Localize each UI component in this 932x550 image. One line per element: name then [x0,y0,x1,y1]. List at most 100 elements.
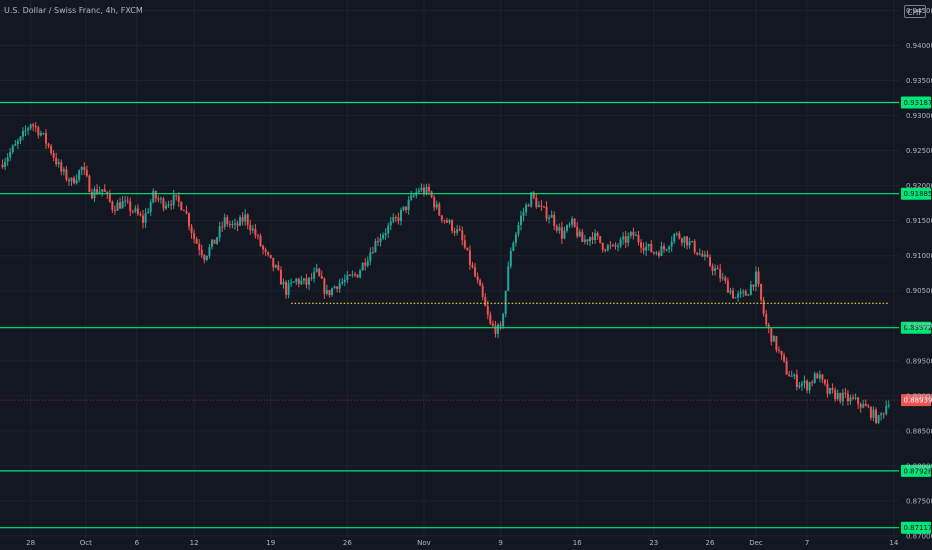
candle[interactable] [601,242,604,253]
candle[interactable] [645,241,648,256]
candle[interactable] [374,238,377,253]
candle[interactable] [563,226,566,240]
candle[interactable] [737,290,740,302]
candle[interactable] [162,196,165,212]
candle[interactable] [44,129,47,149]
candle[interactable] [292,281,295,283]
candle[interactable] [231,220,234,229]
candle[interactable] [665,248,668,252]
candle[interactable] [65,166,68,182]
candle[interactable] [147,208,150,214]
candle[interactable] [134,205,137,214]
candle[interactable] [540,200,543,211]
candle[interactable] [765,310,768,328]
candle[interactable] [634,231,637,237]
candle[interactable] [14,139,17,147]
candle[interactable] [144,208,147,228]
candle[interactable] [297,277,300,288]
candle[interactable] [754,266,757,292]
candle[interactable] [136,204,139,216]
candle[interactable] [359,268,362,279]
candle[interactable] [73,175,76,185]
candle[interactable] [632,227,635,240]
candle[interactable] [435,200,438,210]
candle[interactable] [655,251,658,256]
candle[interactable] [399,207,402,226]
candle[interactable] [859,402,862,413]
candle[interactable] [295,277,298,285]
candle[interactable] [594,229,597,244]
candle[interactable] [849,394,852,405]
candle[interactable] [226,215,229,227]
candle[interactable] [721,272,724,281]
candle[interactable] [422,184,425,197]
candle[interactable] [336,286,339,293]
candle[interactable] [83,162,86,175]
candle[interactable] [269,254,272,259]
candle[interactable] [829,387,832,395]
candle[interactable] [719,263,722,283]
candle[interactable] [32,122,35,132]
candle[interactable] [55,152,58,167]
candle[interactable] [451,219,454,234]
candle[interactable] [555,224,558,233]
candle[interactable] [841,388,844,406]
candle[interactable] [24,125,27,137]
candle[interactable] [262,244,265,255]
candle[interactable] [310,273,313,281]
candle[interactable] [852,394,855,400]
candle[interactable] [389,216,392,230]
candle[interactable] [203,254,206,264]
candle[interactable] [591,232,594,245]
candle[interactable] [864,399,867,407]
candle[interactable] [803,375,806,389]
candle[interactable] [193,229,196,244]
candle[interactable] [279,266,282,285]
candle[interactable] [673,233,676,245]
candle[interactable] [453,227,456,237]
candle[interactable] [410,190,413,201]
candle[interactable] [185,205,188,215]
candle[interactable] [785,357,788,376]
candle[interactable] [198,239,201,256]
candle[interactable] [875,407,878,425]
candle[interactable] [213,239,216,244]
candle[interactable] [195,236,198,245]
candle[interactable] [578,228,581,238]
candle[interactable] [70,177,73,186]
candle[interactable] [507,261,510,292]
candle[interactable] [818,370,821,383]
candle[interactable] [609,240,612,250]
candle[interactable] [315,263,318,273]
candle[interactable] [448,218,451,225]
candle[interactable] [34,121,37,133]
candle[interactable] [614,242,617,250]
candle[interactable] [216,236,219,246]
candle[interactable] [62,167,65,176]
candle[interactable] [696,252,699,256]
candle[interactable] [571,216,574,228]
candle[interactable] [663,242,666,253]
candle[interactable] [826,379,829,398]
candle[interactable] [343,274,346,287]
candles[interactable] [1,121,890,425]
candle[interactable] [596,231,599,240]
candle[interactable] [420,183,423,193]
candle[interactable] [320,270,323,279]
candle[interactable] [101,189,104,197]
candle[interactable] [816,372,819,379]
candle[interactable] [461,226,464,246]
candle[interactable] [476,272,479,284]
candle[interactable] [440,215,443,223]
candle[interactable] [443,219,446,224]
candle[interactable] [180,201,183,211]
candle[interactable] [683,236,686,249]
candle[interactable] [348,274,351,277]
candle[interactable] [494,320,497,338]
candle[interactable] [703,250,706,261]
candle[interactable] [323,277,326,299]
candle[interactable] [831,383,834,394]
candle[interactable] [857,396,860,409]
candle[interactable] [361,262,364,271]
